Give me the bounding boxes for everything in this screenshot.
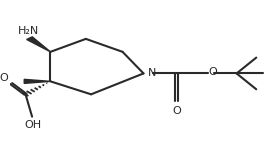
Polygon shape <box>24 79 50 83</box>
Text: O: O <box>209 67 217 77</box>
Text: O: O <box>0 73 8 83</box>
Text: O: O <box>172 106 181 116</box>
Text: H₂N: H₂N <box>17 26 39 36</box>
Text: OH: OH <box>25 120 42 130</box>
Polygon shape <box>27 37 50 52</box>
Text: N: N <box>148 68 157 78</box>
